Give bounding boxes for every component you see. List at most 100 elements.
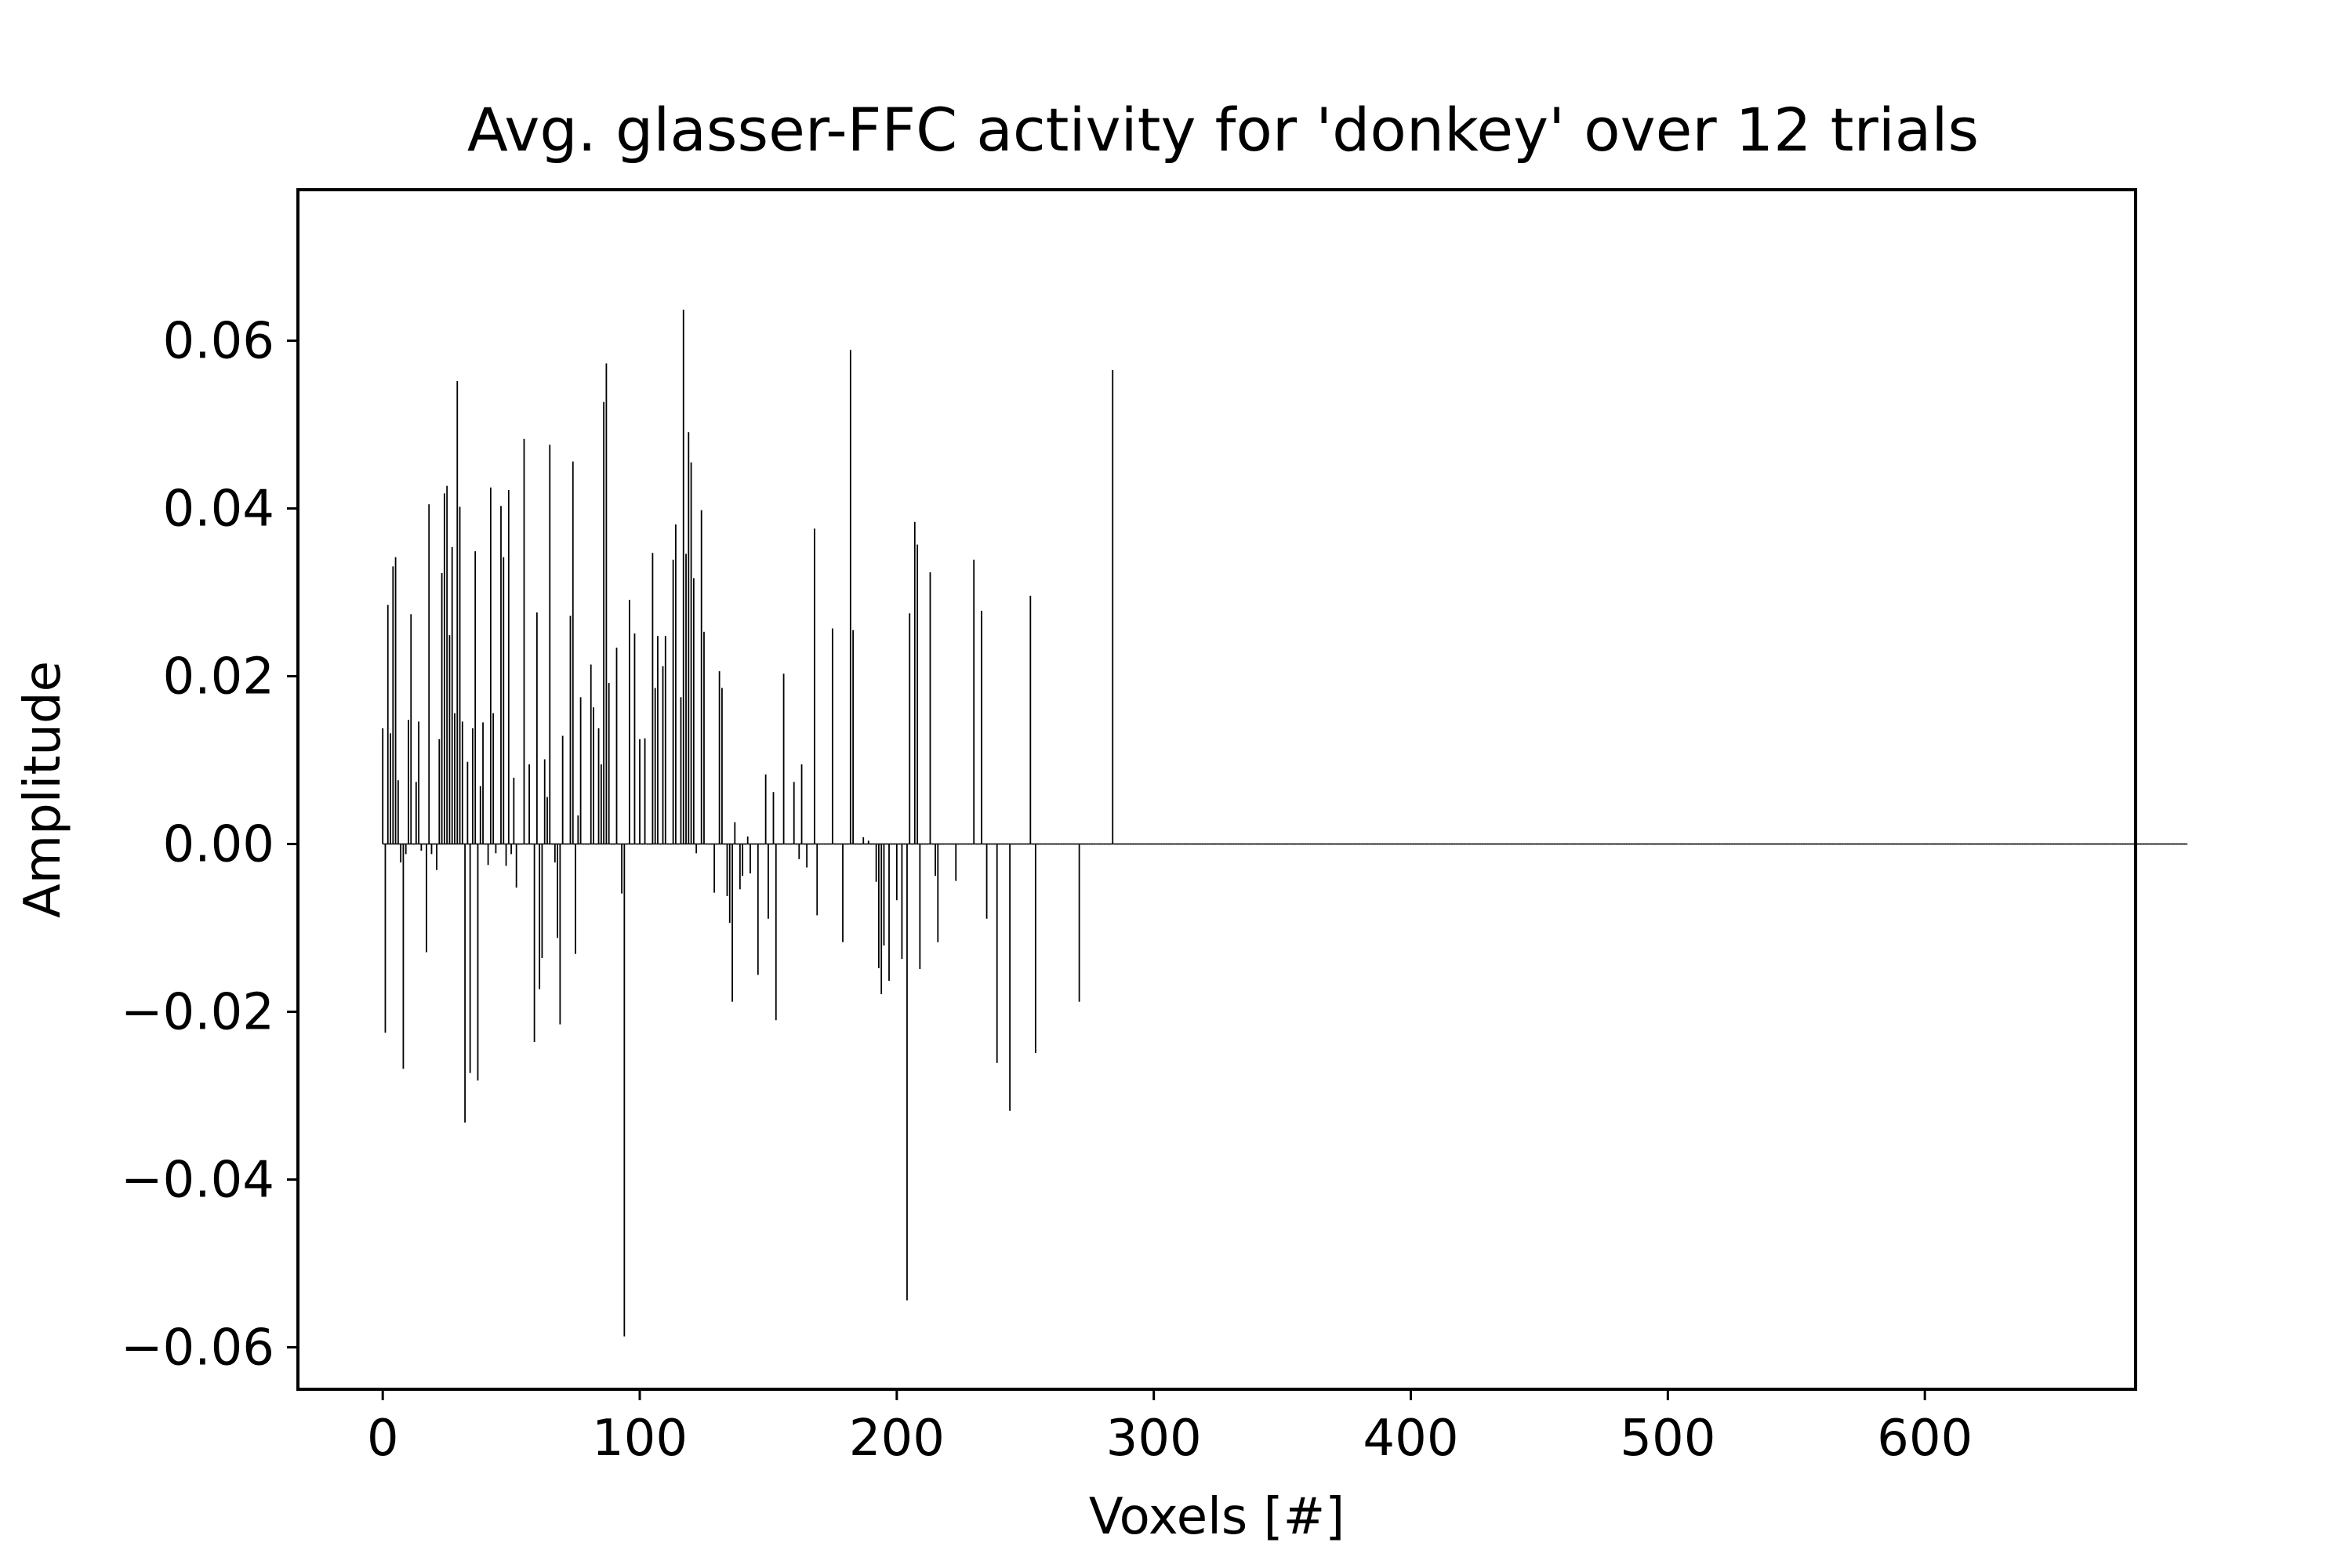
bar — [731, 844, 733, 1002]
bar — [935, 844, 936, 877]
bar — [996, 844, 998, 1063]
bar — [541, 844, 543, 959]
bar — [505, 844, 507, 866]
bar — [577, 815, 579, 844]
bar — [441, 572, 443, 844]
bar — [672, 559, 674, 844]
bar — [713, 844, 715, 893]
x-tick-label: 200 — [849, 1410, 945, 1468]
bar — [503, 557, 505, 844]
bar — [479, 786, 481, 844]
bar — [831, 628, 833, 844]
bar — [474, 551, 477, 844]
bar — [919, 844, 921, 969]
bar — [814, 528, 815, 844]
bar — [535, 612, 538, 844]
bar — [605, 363, 608, 844]
bar — [695, 844, 698, 854]
bar — [603, 401, 605, 844]
bar — [523, 438, 525, 844]
bar — [878, 844, 880, 968]
bar — [579, 697, 582, 844]
bar — [392, 566, 394, 844]
bar — [895, 844, 898, 901]
bar — [644, 738, 646, 844]
bar — [906, 844, 908, 1301]
bar — [680, 697, 682, 844]
bar — [662, 666, 664, 844]
y-tick-label: −0.02 — [121, 984, 274, 1042]
bar — [384, 844, 387, 1033]
bar — [700, 510, 702, 844]
bar — [981, 611, 982, 844]
bar — [718, 671, 720, 844]
bar — [764, 774, 767, 844]
bar — [875, 844, 877, 882]
y-tick-label: −0.06 — [121, 1319, 274, 1377]
bar — [985, 844, 988, 919]
bar — [721, 688, 723, 844]
bar — [559, 844, 561, 1025]
bar — [428, 504, 430, 844]
bar — [561, 735, 564, 844]
x-axis-label: Voxels [#] — [1089, 1488, 1345, 1546]
bar — [436, 844, 437, 870]
x-tick-label: 0 — [367, 1410, 399, 1468]
bar — [757, 844, 759, 975]
bar — [402, 844, 405, 1069]
bar — [750, 844, 751, 873]
bar — [554, 844, 556, 863]
bar — [557, 844, 559, 938]
bar — [528, 764, 530, 844]
bar — [464, 844, 466, 1123]
bar — [675, 524, 677, 844]
bar — [1029, 595, 1032, 844]
bar — [852, 630, 855, 844]
bar — [652, 553, 654, 844]
bar — [909, 613, 911, 844]
bar — [849, 350, 851, 844]
bar — [415, 782, 417, 844]
bar — [880, 844, 883, 995]
bar — [533, 844, 535, 1043]
bar — [510, 844, 512, 855]
bar — [888, 844, 890, 981]
bar — [543, 759, 546, 844]
bar — [608, 683, 610, 844]
bar — [482, 722, 484, 844]
bar — [901, 844, 903, 960]
bar — [862, 837, 865, 844]
bar — [461, 721, 463, 844]
bar — [1112, 370, 1114, 844]
bar — [682, 310, 684, 844]
bar — [742, 844, 744, 877]
bars-group — [382, 310, 2188, 1337]
bar — [690, 462, 692, 844]
chart-title: Avg. glasser-FFC activity for 'donkey' o… — [467, 95, 1979, 165]
y-tick-label: −0.04 — [121, 1152, 274, 1210]
y-tick-label: 0.02 — [163, 648, 275, 706]
bar — [768, 844, 769, 919]
bar — [400, 844, 402, 863]
bar — [448, 635, 451, 844]
bar — [575, 844, 576, 954]
bar — [734, 822, 736, 844]
bar — [621, 844, 622, 894]
bar — [500, 506, 502, 844]
bar — [451, 546, 453, 844]
bar — [633, 633, 636, 844]
bar — [600, 764, 602, 844]
bar — [507, 490, 510, 844]
bar — [739, 844, 741, 890]
bar — [629, 600, 630, 844]
bar — [549, 445, 551, 844]
bar — [459, 506, 461, 844]
y-axis-label: Amplitude — [14, 661, 72, 918]
bar — [469, 844, 471, 1073]
x-tick-label: 600 — [1877, 1410, 1973, 1468]
bar — [913, 521, 916, 844]
bar — [572, 461, 574, 844]
bar — [420, 844, 423, 851]
bar — [418, 721, 419, 844]
bar — [1078, 844, 1080, 1002]
